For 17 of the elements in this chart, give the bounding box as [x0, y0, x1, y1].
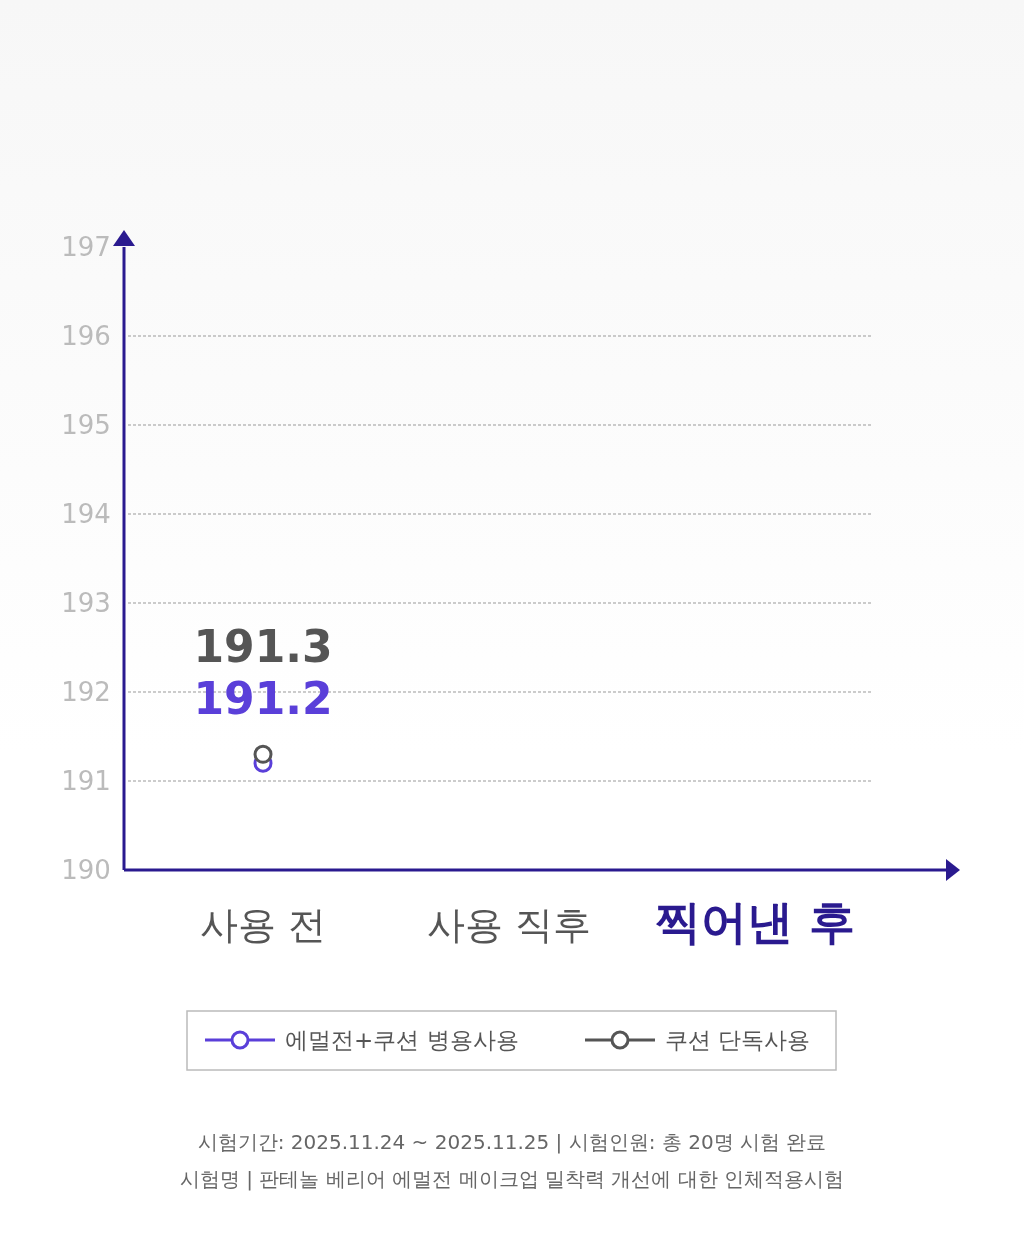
y-tick-label: 192: [61, 677, 111, 708]
y-tick-label: 195: [61, 410, 111, 441]
x-tick-label: 사용 전: [199, 903, 327, 947]
y-tick-label: 197: [61, 232, 111, 263]
data-label: 191.3: [193, 621, 333, 673]
y-tick-label: 190: [61, 855, 111, 886]
text: 시험명 | 판테놀 베리어 에멀전 메이크업 밀착력 개선에 대한 인체적용시험: [180, 1167, 844, 1191]
legend-label: 쿠션 단독사용: [665, 1027, 811, 1054]
y-tick-label: 193: [61, 588, 111, 619]
y-tick-label: 196: [61, 321, 111, 352]
x-tick-label: 찍어낸 후: [654, 895, 856, 949]
x-tick-label: 사용 직후: [426, 903, 592, 947]
legend-label: 에멀전+쿠션 병용사용: [285, 1027, 519, 1054]
text: 시험기간: 2025.11.24 ~ 2025.11.25 | 시험인원: 총 20명 시험 완료: [197, 1130, 827, 1154]
data-label: 191.2: [193, 673, 333, 725]
y-tick-label: 191: [61, 766, 111, 797]
y-tick-label: 194: [61, 499, 111, 530]
